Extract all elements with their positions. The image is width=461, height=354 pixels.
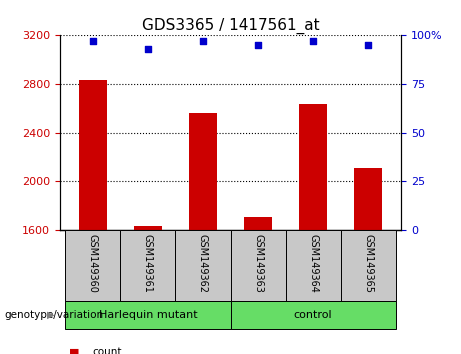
Text: ■: ■ bbox=[69, 347, 80, 354]
Text: GSM149365: GSM149365 bbox=[363, 234, 373, 293]
Point bbox=[89, 38, 97, 44]
Bar bbox=[79, 80, 106, 230]
Bar bbox=[230, 301, 396, 329]
Bar bbox=[176, 230, 230, 301]
Bar bbox=[65, 301, 230, 329]
Bar bbox=[355, 168, 382, 230]
Text: control: control bbox=[294, 310, 332, 320]
Text: GSM149364: GSM149364 bbox=[308, 234, 318, 292]
Point bbox=[144, 46, 152, 52]
Bar bbox=[189, 113, 217, 230]
Bar bbox=[285, 230, 341, 301]
Bar bbox=[299, 103, 327, 230]
Bar bbox=[230, 230, 285, 301]
Bar bbox=[244, 217, 272, 230]
Text: GSM149362: GSM149362 bbox=[198, 234, 208, 293]
Text: GSM149361: GSM149361 bbox=[143, 234, 153, 292]
Point bbox=[309, 38, 317, 44]
Text: count: count bbox=[92, 347, 122, 354]
Text: GSM149363: GSM149363 bbox=[253, 234, 263, 292]
Point bbox=[199, 38, 207, 44]
Point bbox=[364, 42, 372, 48]
Bar bbox=[341, 230, 396, 301]
Bar bbox=[120, 230, 176, 301]
Text: ▶: ▶ bbox=[47, 310, 54, 320]
Text: genotype/variation: genotype/variation bbox=[5, 310, 104, 320]
Point bbox=[254, 42, 262, 48]
Text: GSM149360: GSM149360 bbox=[88, 234, 98, 292]
Bar bbox=[65, 230, 120, 301]
Bar bbox=[134, 226, 162, 230]
Title: GDS3365 / 1417561_at: GDS3365 / 1417561_at bbox=[142, 18, 319, 34]
Text: Harlequin mutant: Harlequin mutant bbox=[99, 310, 197, 320]
